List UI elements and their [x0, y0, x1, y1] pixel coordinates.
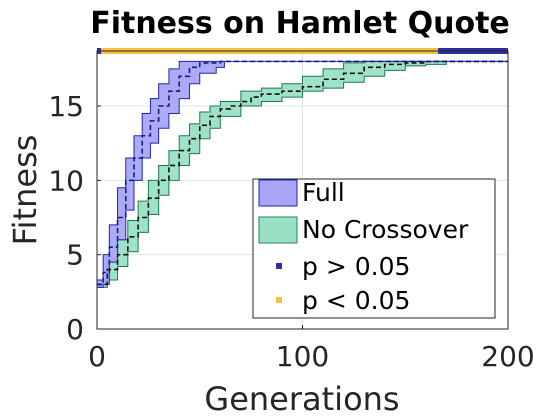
x-axis-label: Generations — [204, 380, 399, 418]
series-bands — [96, 60, 508, 288]
y-tick-label: 0 — [66, 313, 84, 346]
y-axis-label: Fitness — [6, 135, 44, 246]
legend-swatch — [258, 179, 298, 207]
x-tick-labels: 0 100 200 — [88, 340, 535, 373]
legend-label: p < 0.05 — [302, 286, 410, 315]
legend-swatch — [258, 216, 298, 244]
legend: Full No Crossover p > 0.05 p < 0.05 — [252, 178, 496, 319]
band-no-crossover — [96, 60, 508, 288]
y-tick-label: 15 — [48, 90, 84, 123]
legend-label: No Crossover — [302, 215, 469, 244]
band-full — [96, 60, 508, 288]
y-tick-labels: 0 5 10 15 — [48, 90, 84, 346]
y-tick-label: 10 — [48, 164, 84, 197]
legend-label: p > 0.05 — [302, 252, 410, 281]
legend-label: Full — [302, 178, 345, 207]
y-tick-label: 5 — [66, 239, 84, 272]
x-tick-label: 0 — [88, 340, 106, 373]
legend-marker — [276, 263, 282, 269]
plot-frame — [96, 50, 509, 330]
x-tick-label: 100 — [276, 340, 329, 373]
chart-title: Fitness on Hamlet Quote — [90, 6, 510, 41]
mean-line-no-crossover — [97, 60, 508, 286]
x-tick-label: 200 — [481, 340, 534, 373]
series-lines — [97, 60, 508, 286]
mean-line-full — [97, 60, 508, 286]
legend-marker — [276, 297, 282, 303]
